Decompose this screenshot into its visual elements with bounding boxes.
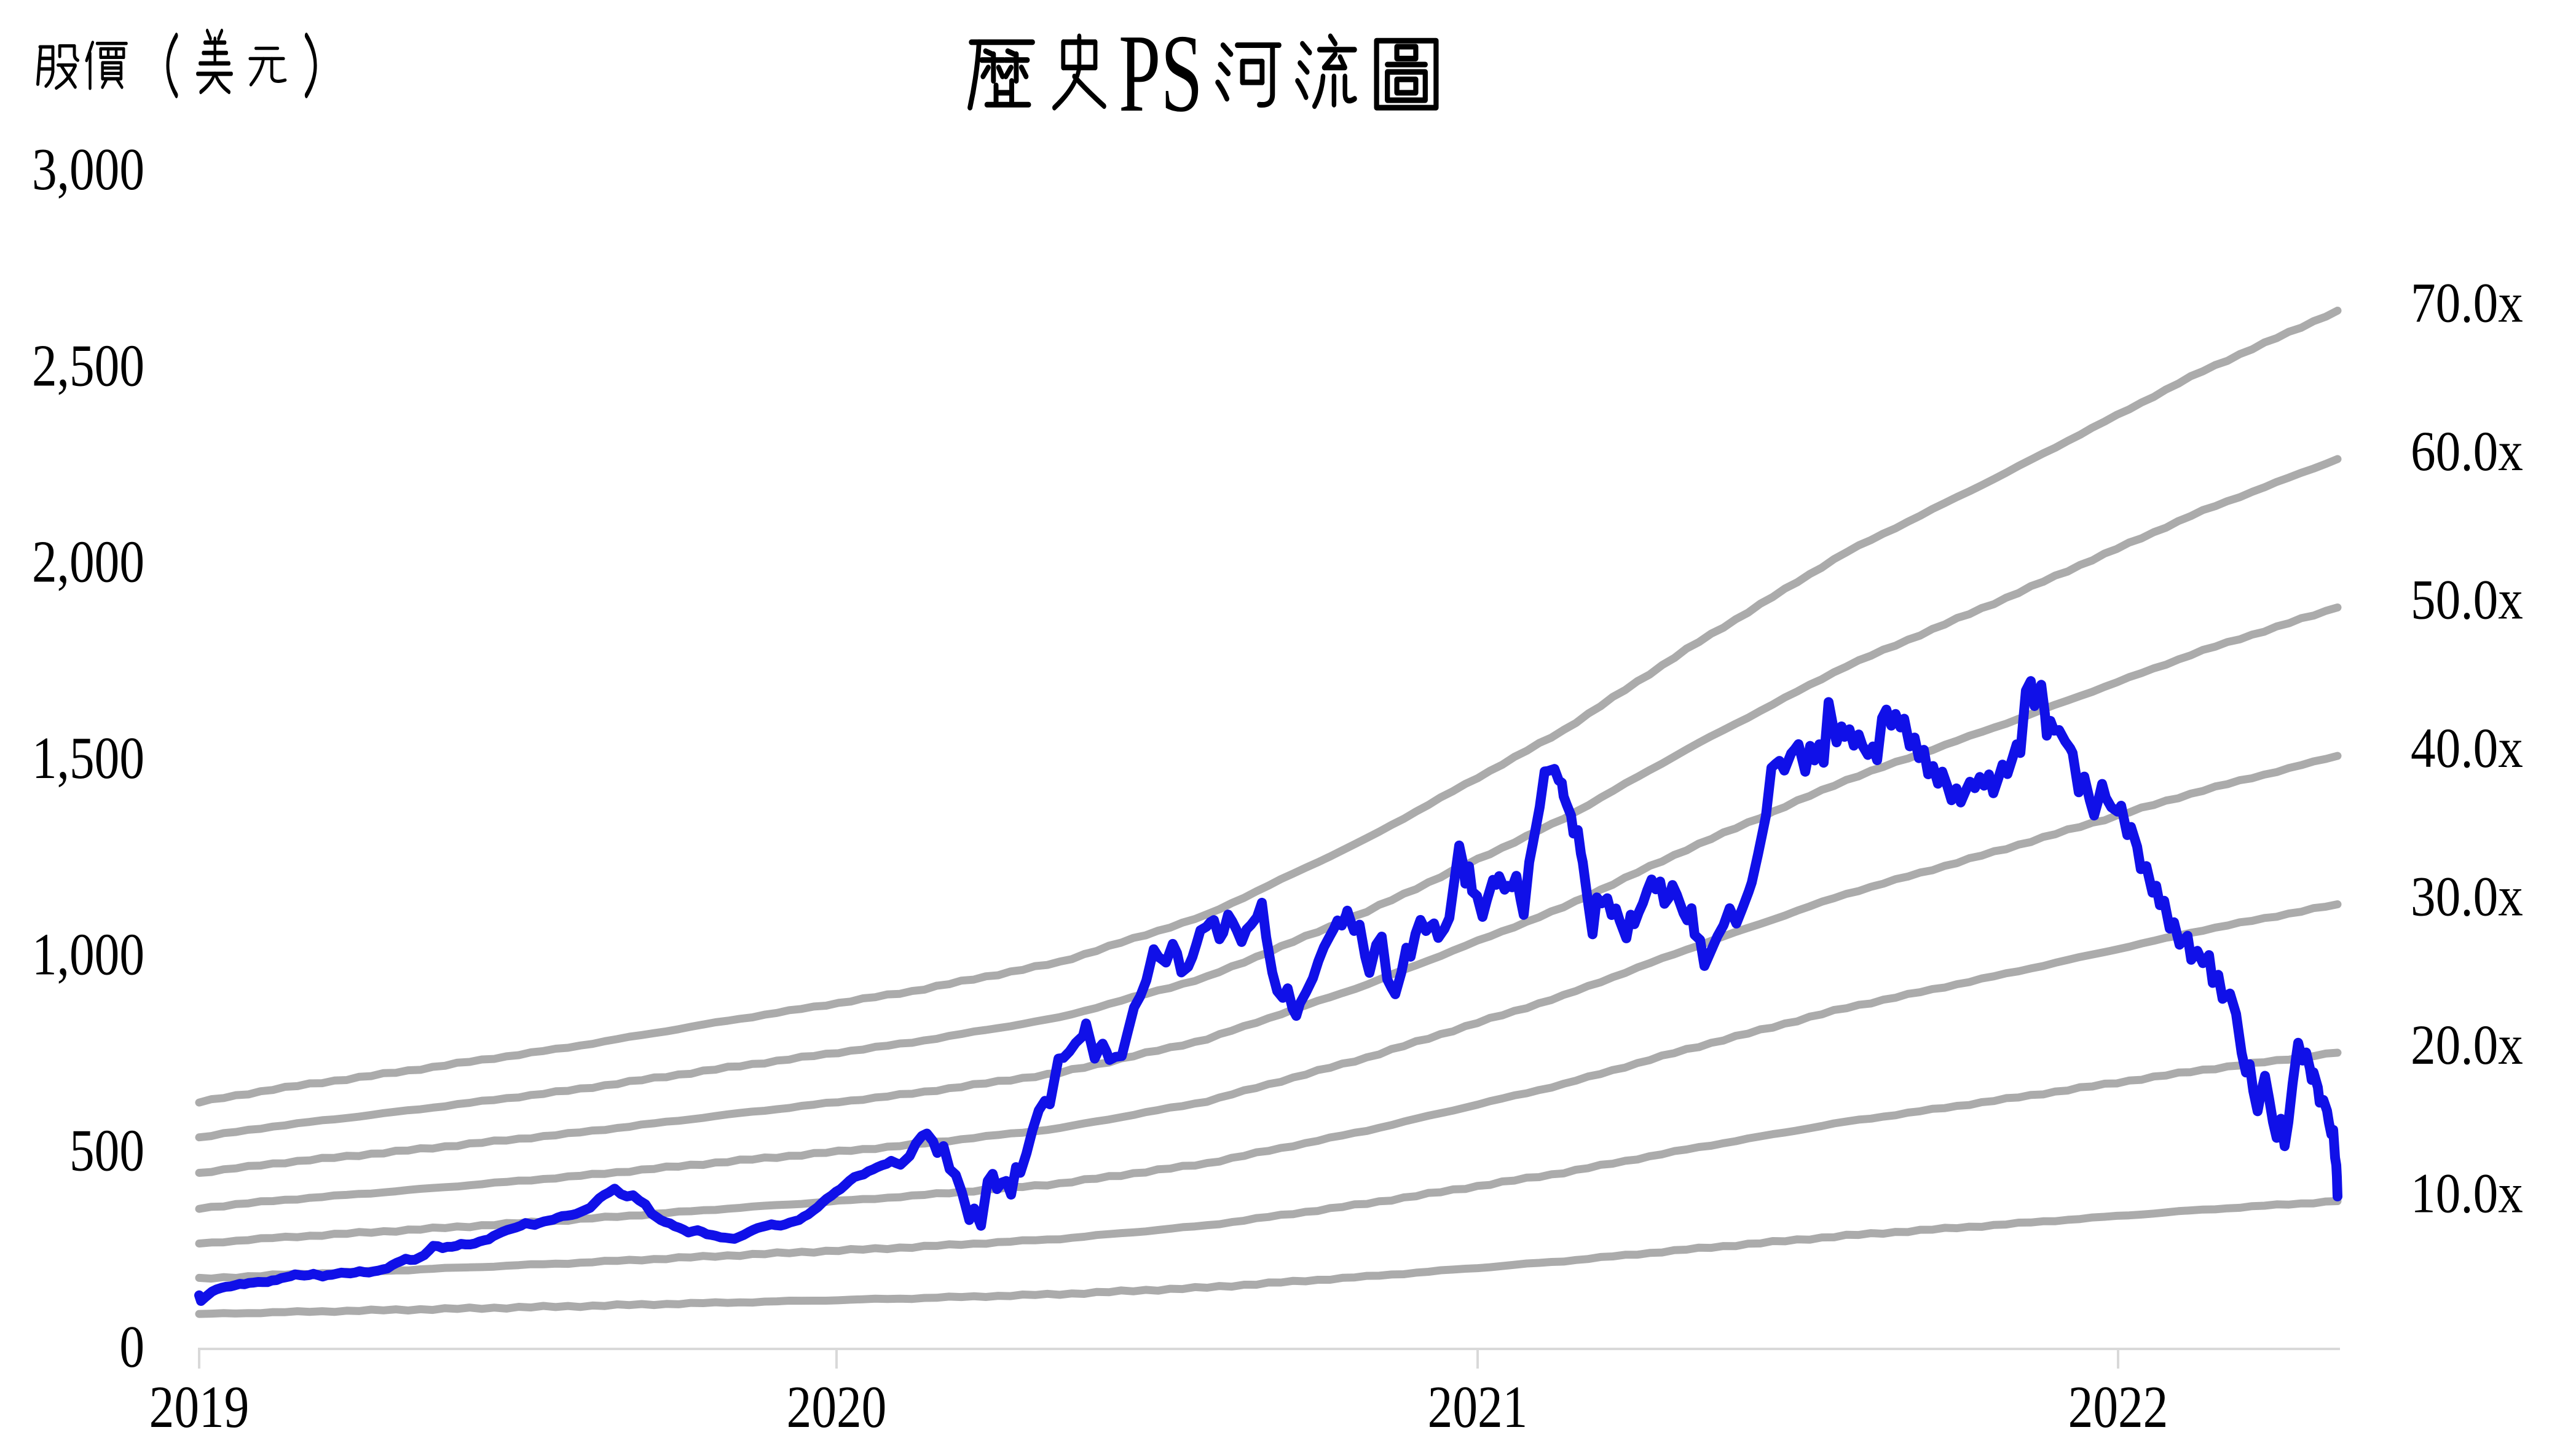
svg-text:0: 0 <box>119 1314 144 1380</box>
svg-text:2022: 2022 <box>2068 1374 2168 1440</box>
svg-text:1,500: 1,500 <box>32 725 144 792</box>
svg-text:1,000: 1,000 <box>32 921 144 988</box>
svg-text:2019: 2019 <box>149 1374 250 1440</box>
svg-text:3,000: 3,000 <box>32 136 144 203</box>
svg-text:2021: 2021 <box>1428 1374 1528 1440</box>
svg-text:2,000: 2,000 <box>32 529 144 595</box>
svg-text:10.0x: 10.0x <box>2411 1162 2523 1225</box>
svg-text:70.0x: 70.0x <box>2411 272 2523 334</box>
svg-text:40.0x: 40.0x <box>2411 717 2523 779</box>
svg-text:2,500: 2,500 <box>32 332 144 399</box>
svg-text:20.0x: 20.0x <box>2411 1013 2523 1076</box>
svg-text:2020: 2020 <box>787 1374 887 1440</box>
svg-text:50.0x: 50.0x <box>2411 568 2523 631</box>
svg-text:60.0x: 60.0x <box>2411 420 2523 482</box>
svg-text:PS: PS <box>1119 11 1203 135</box>
svg-text:30.0x: 30.0x <box>2411 865 2523 928</box>
svg-text:500: 500 <box>69 1118 144 1184</box>
